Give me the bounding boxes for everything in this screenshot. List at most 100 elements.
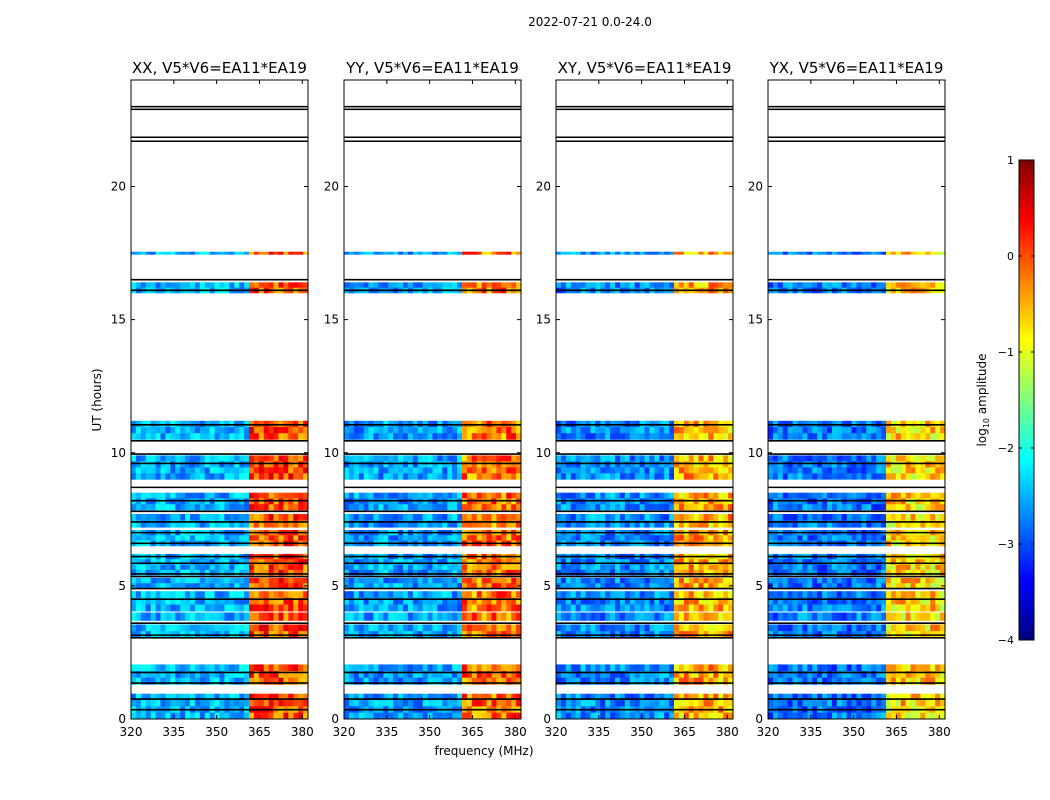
heatmap-cell [204,664,210,672]
heatmap-cell [935,597,941,605]
heatmap-cell [728,467,734,474]
heatmap-cell [253,520,260,528]
heatmap-cell [239,282,245,288]
heatmap-cell [140,583,147,589]
heatmap-cell [447,693,453,701]
heatmap-cell [214,559,220,565]
heatmap-cell [131,433,137,440]
heatmap-cell [600,433,606,440]
heatmap-cell [417,461,423,468]
heatmap-cell [856,564,862,571]
heatmap-cell [471,677,478,685]
heatmap-cell [575,473,581,480]
heatmap-cell [476,671,482,679]
heatmap-cell [398,693,404,701]
heatmap-cell [155,461,161,468]
heatmap-cell [273,712,279,720]
heatmap-cell [253,597,260,605]
heatmap-cell [131,677,137,685]
heatmap-cell [224,427,230,434]
heatmap-cell [664,433,670,440]
heatmap-cell [639,583,645,589]
heatmap-cell [348,591,355,599]
heatmap-cell [856,559,862,565]
heatmap-cell [792,564,798,571]
heatmap-cell [140,569,147,576]
heatmap-cell [846,671,852,679]
heatmap-cell [787,712,793,720]
heatmap-cell [293,498,299,505]
heatmap-cell [273,504,279,511]
heatmap-cell [629,569,635,576]
heatmap-cell [511,612,517,621]
heatmap-cell [358,251,364,255]
heatmap-cell [605,492,611,499]
heatmap-cell [234,473,240,480]
heatmap-cell [412,535,419,541]
heatmap-cell [253,577,260,584]
heatmap-cell [718,564,724,571]
heatmap-cell [368,577,374,584]
heatmap-cell [268,591,274,599]
heatmap-cell [856,671,862,679]
heatmap-cell [900,712,906,720]
heatmap-cell [398,467,404,474]
heatmap-cell [263,520,269,528]
heatmap-cell [556,712,562,720]
heatmap-cell [403,583,409,589]
heatmap-cell [288,583,294,589]
heatmap-cell [298,467,304,474]
heatmap-cell [476,535,482,541]
heatmap-cell [373,427,379,434]
heatmap-cell [353,624,360,632]
heatmap-cell [610,467,616,474]
heatmap-cell [398,504,404,511]
heatmap-cell [180,712,186,720]
heatmap-cell [452,612,458,621]
x-tick-label: 380 [291,725,314,739]
heatmap-cell [851,693,857,701]
heatmap-cell [683,535,690,541]
heatmap-cell [160,433,166,440]
heatmap-cell [659,513,665,521]
heatmap-cell [288,577,294,584]
heatmap-cell [288,427,294,434]
heatmap-cell [629,513,635,521]
heatmap-cell [856,569,862,576]
heatmap-cell [792,597,798,605]
heatmap-cell [427,467,433,474]
heatmap-cell [471,664,478,672]
heatmap-cell [363,597,369,605]
heatmap-cell [214,569,220,576]
heatmap-cell [348,583,355,589]
heatmap-cell [190,461,196,468]
heatmap-cell [619,624,626,632]
heatmap-cell [273,597,279,605]
heatmap-cell [273,251,279,255]
heatmap-cell [624,569,631,576]
heatmap-cell [570,569,576,576]
heatmap-cell [427,591,433,599]
heatmap-cell [412,513,419,521]
heatmap-cell [851,591,857,599]
heatmap-cell [398,282,404,288]
heatmap-cell [659,583,665,589]
heatmap-cell [787,671,793,679]
heatmap-cell [678,700,685,707]
heatmap-cell [278,282,284,288]
heatmap-cell [585,492,591,499]
heatmap-cell [827,612,833,621]
heatmap-cell [895,664,902,672]
heatmap-cell [940,591,946,599]
heatmap-cell [905,700,911,707]
heatmap-cell [442,677,448,685]
heatmap-cell [718,693,724,701]
heatmap-cell [437,513,443,521]
heatmap-cell [140,455,147,462]
heatmap-cell [268,282,274,288]
heatmap-cell [393,251,399,255]
heatmap-cell [131,467,137,474]
heatmap-cell [807,664,813,672]
heatmap-cell [856,677,862,685]
heatmap-cell [664,455,670,462]
